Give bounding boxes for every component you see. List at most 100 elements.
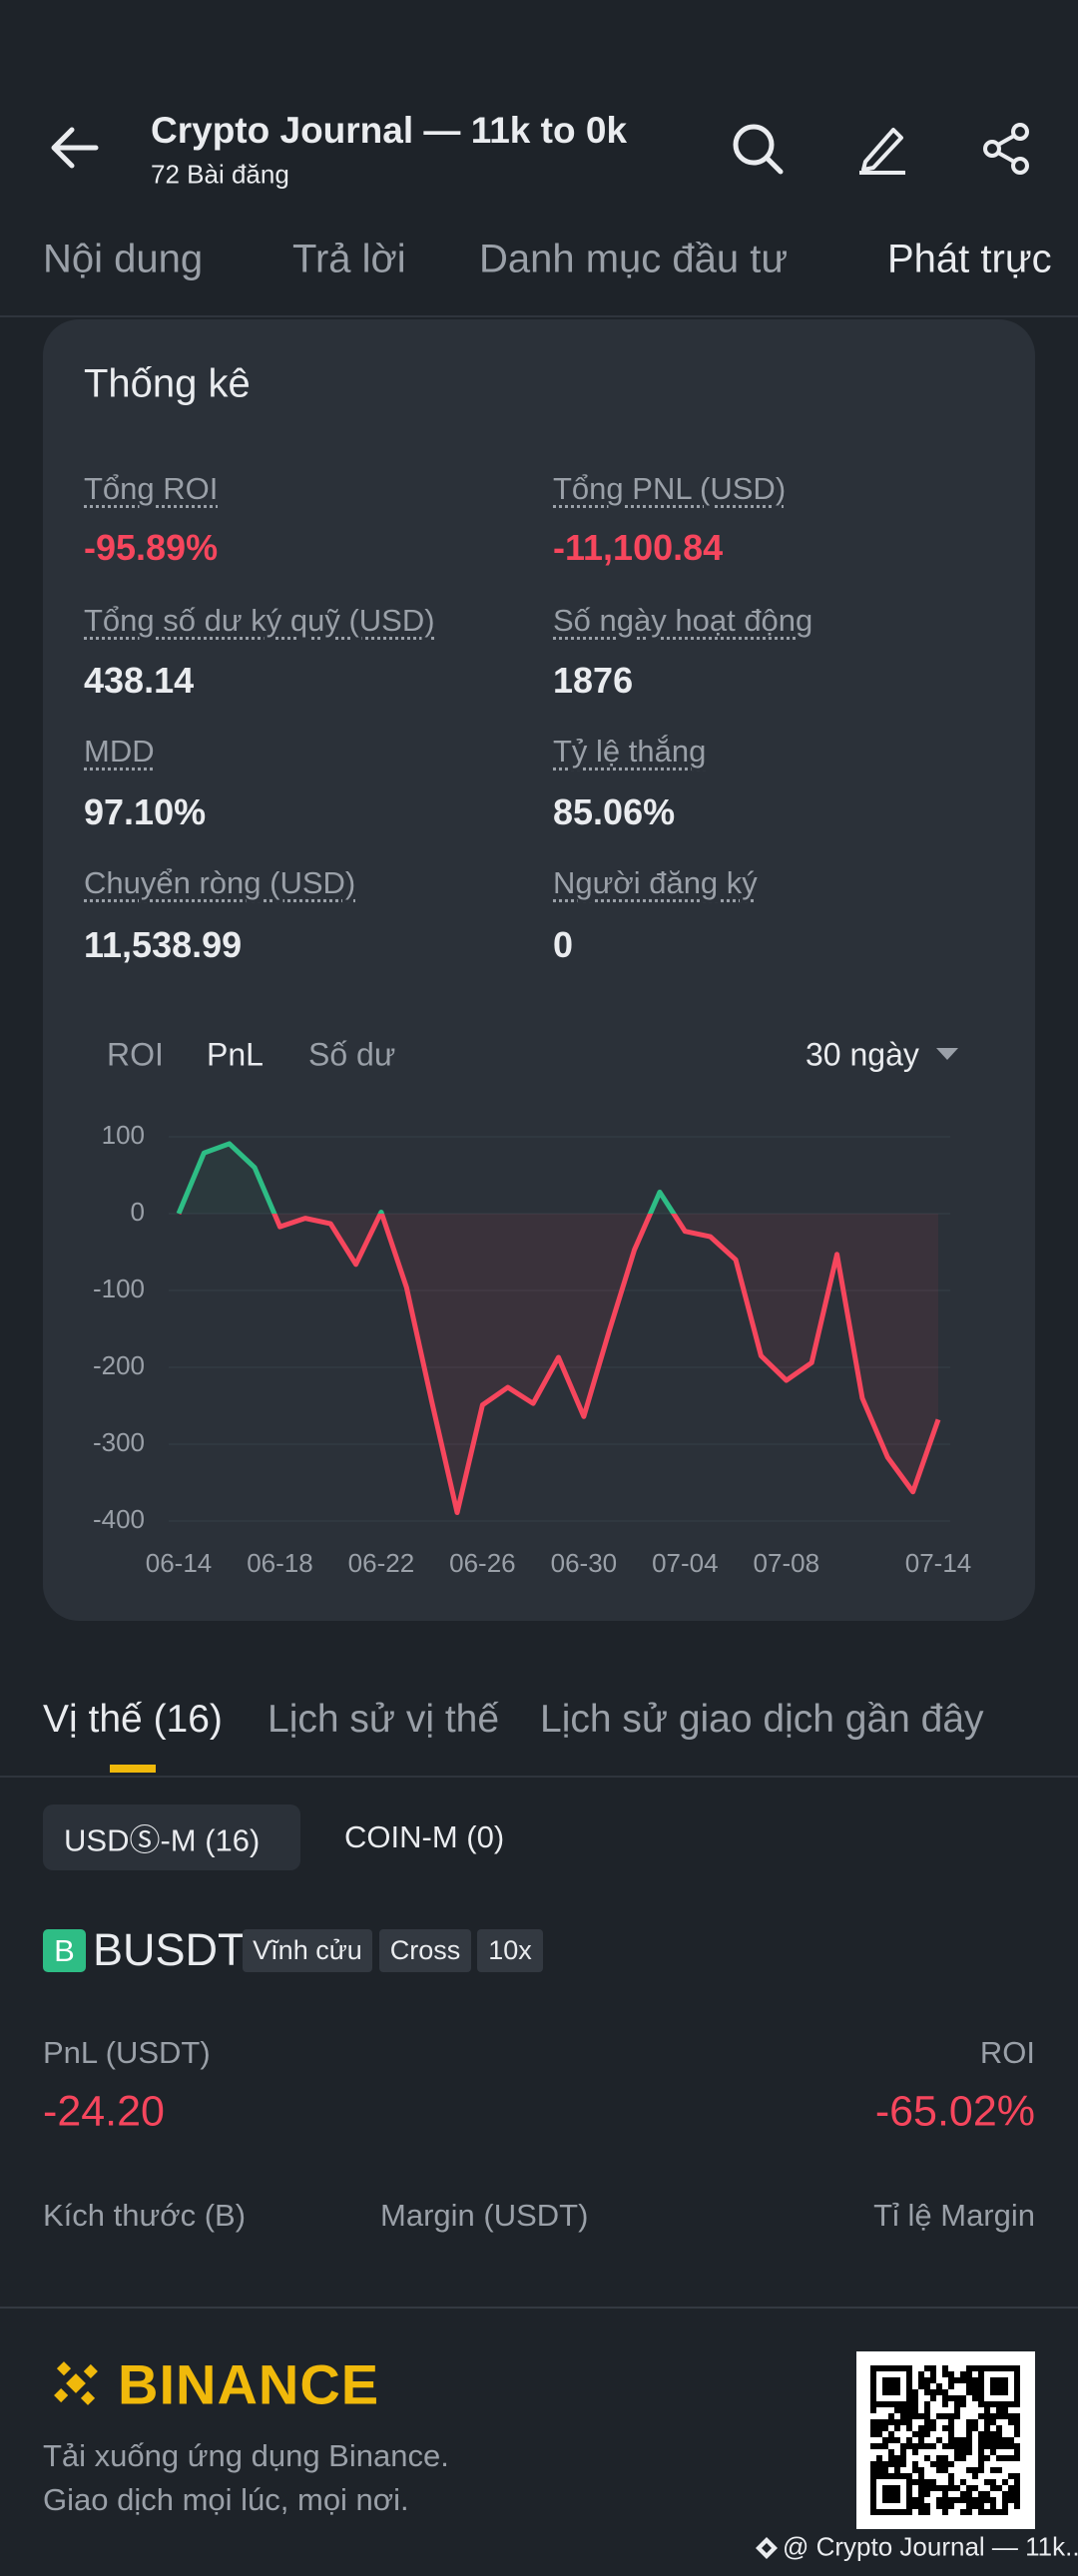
qr-cell bbox=[996, 2485, 1002, 2491]
qr-cell bbox=[1008, 2455, 1014, 2461]
qr-cell bbox=[948, 2443, 954, 2449]
qr-cell bbox=[924, 2509, 930, 2515]
qr-cell bbox=[918, 2509, 924, 2515]
qr-cell bbox=[990, 2419, 996, 2425]
qr-cell bbox=[912, 2395, 918, 2401]
qr-cell bbox=[948, 2383, 954, 2389]
qr-cell bbox=[882, 2461, 888, 2467]
qr-cell bbox=[990, 2479, 996, 2485]
card-title: Thống kê bbox=[84, 362, 251, 407]
position-tab[interactable]: Lịch sử vị thế bbox=[268, 1698, 499, 1742]
qr-cell bbox=[942, 2395, 948, 2401]
tab-active[interactable]: Phát trực bbox=[887, 238, 1078, 282]
stat-label: Tổng PNL (USD) bbox=[553, 471, 786, 507]
qr-cell bbox=[1014, 2473, 1020, 2479]
position-tab[interactable]: Lịch sử giao dịch gần đây bbox=[540, 1698, 984, 1742]
qr-cell bbox=[978, 2431, 984, 2437]
tab[interactable]: Nội dung bbox=[43, 238, 203, 282]
post-count: 72 Bài đăng bbox=[151, 160, 289, 191]
qr-cell bbox=[918, 2473, 924, 2479]
symbol[interactable]: BUSDT bbox=[93, 1924, 246, 1976]
qr-cell bbox=[942, 2389, 948, 2395]
qr-cell bbox=[900, 2455, 906, 2461]
qr-cell bbox=[918, 2425, 924, 2431]
qr-cell bbox=[990, 2509, 996, 2515]
qr-cell bbox=[1014, 2425, 1020, 2431]
qr-cell bbox=[918, 2443, 924, 2449]
qr-cell bbox=[960, 2437, 966, 2443]
qr-cell bbox=[984, 2509, 990, 2515]
sub-tab-active[interactable]: USDⓈ-M (16) bbox=[64, 1815, 260, 1860]
stat-value: 1876 bbox=[553, 660, 633, 702]
qr-cell bbox=[912, 2389, 918, 2395]
qr-cell bbox=[912, 2449, 918, 2455]
qr-cell bbox=[966, 2389, 972, 2395]
qr-cell bbox=[924, 2503, 930, 2509]
back-button[interactable] bbox=[44, 120, 104, 176]
qr-cell bbox=[936, 2389, 942, 2395]
x-tick-label: 06-26 bbox=[449, 1548, 516, 1578]
qr-cell bbox=[942, 2371, 948, 2377]
qr-cell bbox=[948, 2395, 954, 2401]
qr-cell bbox=[936, 2455, 942, 2461]
qr-cell bbox=[948, 2419, 954, 2425]
qr-cell bbox=[966, 2503, 972, 2509]
watermark-icon bbox=[754, 2535, 780, 2561]
qr-cell bbox=[870, 2461, 876, 2467]
qr-cell bbox=[918, 2383, 924, 2389]
qr-cell bbox=[984, 2425, 990, 2431]
chart-tab[interactable]: ROI bbox=[107, 1037, 164, 1074]
share-icon[interactable] bbox=[980, 122, 1034, 176]
qr-cell bbox=[948, 2461, 954, 2467]
qr-cell bbox=[960, 2377, 966, 2383]
qr-cell bbox=[906, 2419, 912, 2425]
qr-cell bbox=[924, 2491, 930, 2497]
qr-cell bbox=[918, 2497, 924, 2503]
qr-cell bbox=[978, 2503, 984, 2509]
qr-cell bbox=[978, 2413, 984, 2419]
qr-cell bbox=[990, 2503, 996, 2509]
qr-cell bbox=[936, 2461, 942, 2467]
qr-cell bbox=[918, 2413, 924, 2419]
qr-cell bbox=[954, 2455, 960, 2461]
qr-cell bbox=[912, 2401, 918, 2407]
qr-cell bbox=[894, 2461, 900, 2467]
stat-value: 0 bbox=[553, 924, 573, 966]
qr-cell bbox=[942, 2455, 948, 2461]
qr-cell bbox=[996, 2407, 1002, 2413]
qr-cell bbox=[918, 2467, 924, 2473]
qr-cell bbox=[900, 2443, 906, 2449]
chart-tab-active[interactable]: PnL bbox=[207, 1037, 264, 1074]
qr-cell bbox=[870, 2419, 876, 2425]
qr-cell bbox=[978, 2497, 984, 2503]
qr-cell bbox=[996, 2509, 1002, 2515]
qr-cell bbox=[918, 2437, 924, 2443]
sub-tab[interactable]: COIN-M (0) bbox=[344, 1819, 504, 1855]
edit-icon[interactable] bbox=[855, 122, 909, 176]
qr-cell bbox=[984, 2479, 990, 2485]
search-icon[interactable] bbox=[731, 122, 785, 176]
chart-tab[interactable]: Số dư bbox=[308, 1037, 395, 1074]
qr-cell bbox=[894, 2455, 900, 2461]
qr-cell bbox=[984, 2491, 990, 2497]
roi-value: -65.02% bbox=[875, 2088, 1035, 2137]
dropdown-arrow bbox=[936, 1048, 958, 1062]
qr-cell bbox=[1008, 2443, 1014, 2449]
y-tick-label: 0 bbox=[131, 1197, 145, 1227]
qr-cell bbox=[912, 2461, 918, 2467]
qr-cell bbox=[1002, 2479, 1008, 2485]
qr-cell bbox=[924, 2377, 930, 2383]
position-tab-active[interactable]: Vị thế (16) bbox=[43, 1698, 223, 1742]
qr-cell bbox=[912, 2443, 918, 2449]
qr-cell bbox=[966, 2467, 972, 2473]
qr-cell bbox=[960, 2509, 966, 2515]
qr-cell bbox=[966, 2449, 972, 2455]
qr-cell bbox=[990, 2413, 996, 2419]
x-tick-label: 06-14 bbox=[146, 1548, 213, 1578]
qr-cell bbox=[978, 2443, 984, 2449]
range-select[interactable]: 30 ngày bbox=[806, 1037, 919, 1074]
tab[interactable]: Danh mục đầu tư bbox=[479, 238, 788, 282]
tab[interactable]: Trả lời bbox=[292, 238, 406, 282]
qr-cell bbox=[894, 2467, 900, 2473]
